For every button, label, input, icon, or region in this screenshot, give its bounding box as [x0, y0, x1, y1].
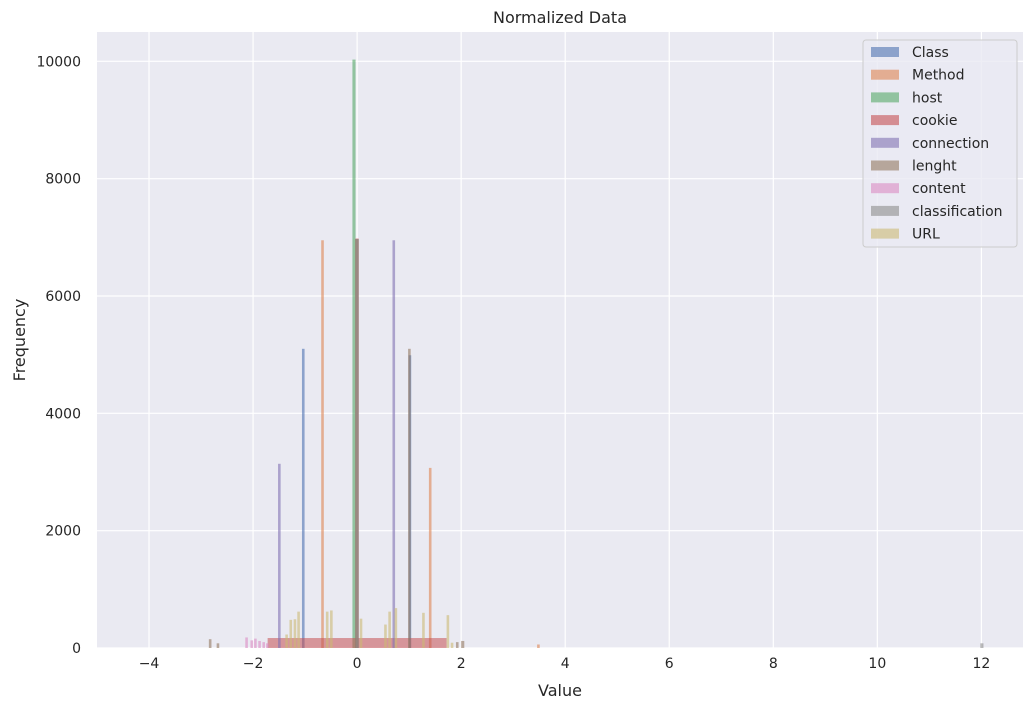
legend-label: classification	[912, 204, 1003, 220]
histogram-bar	[428, 467, 432, 648]
legend-swatch	[871, 183, 899, 194]
legend-swatch	[871, 92, 899, 103]
x-tick-label: 8	[769, 656, 778, 672]
legend-box	[862, 39, 1018, 248]
histogram-bar	[384, 624, 387, 648]
x-tick-label: −4	[139, 656, 160, 672]
series-content	[245, 637, 269, 648]
y-tick-label: 0	[72, 641, 81, 657]
y-tick-label: 2000	[45, 524, 81, 540]
y-tick-labels: 0 2000 4000 6000 8000 10000	[36, 54, 81, 657]
legend-swatch	[871, 228, 899, 239]
histogram-bar	[450, 642, 454, 648]
legend-label: URL	[912, 227, 940, 243]
x-tick-label: −2	[243, 656, 264, 672]
histogram-bar	[980, 643, 984, 648]
histogram-bar	[216, 643, 220, 648]
bars-layer	[208, 59, 984, 649]
histogram-bar	[285, 634, 288, 648]
histogram-bar	[258, 640, 261, 648]
series-host	[352, 59, 356, 648]
legend-label: Class	[912, 45, 949, 61]
legend-label: content	[912, 181, 966, 197]
series-classification	[355, 239, 984, 649]
x-tick-label: 6	[665, 656, 674, 672]
histogram-bar	[325, 611, 329, 648]
histogram-bar	[301, 348, 305, 648]
histogram-bar	[245, 637, 248, 648]
legend-label: host	[912, 90, 943, 106]
y-tick-label: 8000	[45, 172, 81, 188]
y-tick-label: 4000	[45, 406, 81, 422]
y-axis-title: Frequency	[10, 299, 29, 382]
histogram-bar	[278, 463, 281, 648]
x-tick-label: 12	[972, 656, 990, 672]
legend-label: Method	[912, 68, 965, 84]
chart-title: Normalized Data	[493, 8, 627, 27]
legend: Class Method host cookie connection lenght con…	[862, 39, 1018, 248]
histogram-bar	[422, 612, 425, 648]
histogram-bar	[461, 640, 465, 648]
histogram-bar	[297, 611, 300, 648]
legend-swatch	[871, 160, 899, 171]
histogram-bar	[355, 239, 359, 649]
histogram-bar	[262, 642, 266, 648]
histogram-bar	[266, 643, 269, 648]
legend-swatch	[871, 69, 899, 80]
x-tick-label: 10	[868, 656, 886, 672]
legend-swatch	[871, 205, 899, 216]
series-connection	[278, 240, 396, 648]
x-tick-label: 0	[353, 656, 362, 672]
series-url	[285, 608, 454, 648]
histogram-bar	[254, 638, 257, 648]
histogram-bar	[250, 640, 254, 648]
y-tick-label: 10000	[36, 54, 81, 70]
histogram-bar	[394, 608, 398, 648]
series-method	[321, 240, 540, 648]
x-tick-labels: −4 −2 0 2 4 6 8 10 12	[139, 656, 991, 672]
histogram-bar	[408, 348, 411, 648]
x-tick-label: 4	[561, 656, 570, 672]
histogram-bar	[392, 240, 396, 648]
legend-label: connection	[912, 136, 989, 152]
histogram-bar	[330, 610, 333, 648]
histogram-bar	[537, 644, 540, 648]
histogram-bar	[208, 639, 212, 648]
histogram-bar	[352, 59, 356, 648]
histogram-bar	[455, 642, 459, 648]
legend-label: cookie	[912, 113, 957, 129]
x-tick-label: 2	[457, 656, 466, 672]
legend-swatch	[871, 115, 899, 126]
legend-label: lenght	[912, 159, 957, 175]
histogram-bar	[446, 615, 450, 648]
legend-swatch	[871, 137, 899, 148]
histogram-bar	[359, 618, 363, 648]
histogram-bar	[293, 619, 297, 648]
x-axis-title: Value	[538, 681, 582, 700]
histogram-bar	[289, 619, 293, 648]
histogram-bar	[388, 611, 391, 648]
legend-swatch	[871, 47, 899, 57]
y-tick-label: 6000	[45, 289, 81, 305]
histogram-bar	[321, 240, 324, 648]
